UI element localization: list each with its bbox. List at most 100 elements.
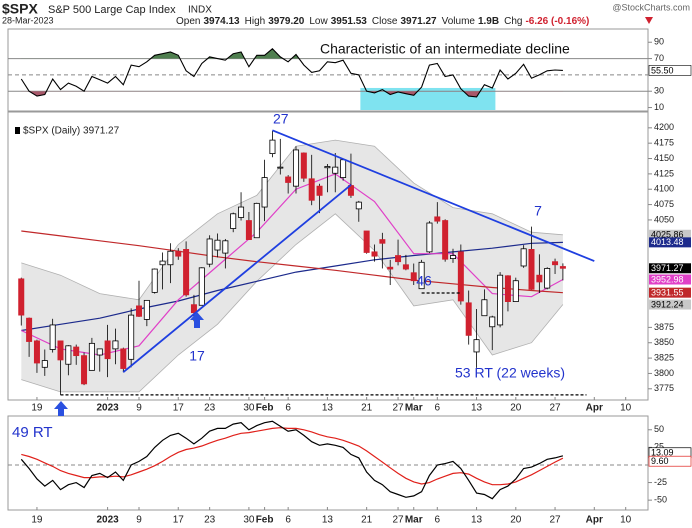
- candle-body: [222, 240, 229, 254]
- exchange: INDX: [188, 5, 212, 16]
- x-tick-label: 9: [136, 515, 142, 526]
- candle-body: [559, 266, 566, 269]
- legend-swatch: [15, 127, 20, 134]
- candle-body: [332, 166, 339, 174]
- close-last-box: [649, 263, 691, 274]
- x-tick-label: 2023: [96, 515, 119, 526]
- y-tick-label: 4050: [654, 214, 674, 224]
- band-upper-last-text: 4025.86: [651, 230, 684, 240]
- x-tick-label: 19: [31, 515, 43, 526]
- ma-last-box: [649, 237, 691, 248]
- candle-body: [449, 255, 456, 260]
- candle-body: [371, 251, 378, 257]
- candle-body: [316, 185, 323, 196]
- candle-body: [497, 274, 504, 326]
- candle-body: [355, 201, 362, 210]
- macd-last-text: 9.60: [651, 456, 669, 466]
- candle-body: [96, 348, 103, 356]
- annotation: 17: [189, 348, 205, 364]
- candle-body: [143, 299, 150, 320]
- quote-label: Chg: [504, 16, 522, 27]
- x-tick-label: 13: [322, 403, 334, 414]
- date: 28-Mar-2023: [2, 15, 54, 25]
- x-tick-label: 9: [136, 403, 142, 414]
- candle-body: [183, 249, 190, 296]
- rsi-panel: [7, 28, 649, 112]
- x-tick-label: 20: [510, 515, 522, 526]
- x-tick-label: 27: [392, 515, 404, 526]
- candle-body: [33, 340, 40, 364]
- candle-body: [26, 317, 33, 342]
- x-tick-label: 6: [435, 403, 441, 414]
- x-tick-label: 20: [510, 403, 522, 414]
- quote-value: 3971.27: [400, 16, 437, 27]
- y-tick-label: 30: [654, 86, 664, 96]
- candle-body: [300, 152, 307, 179]
- candle-body: [473, 339, 480, 353]
- rsi-last-outline: [648, 65, 692, 76]
- y-tick-label: 70: [654, 53, 664, 63]
- candle-body: [324, 166, 331, 169]
- candle-body: [285, 176, 292, 183]
- ma-last-text: 3931.55: [651, 288, 684, 298]
- trendline: [122, 184, 352, 373]
- candle-body: [135, 305, 142, 317]
- candle-body: [65, 345, 72, 365]
- candle-body: [190, 304, 197, 314]
- x-tick-label: 17: [173, 515, 185, 526]
- candle-body: [387, 266, 394, 270]
- x-tick-label: 21: [361, 515, 373, 526]
- y-tick-label: 3775: [654, 383, 674, 393]
- x-tick-label: 23: [204, 403, 216, 414]
- candle-body: [112, 340, 119, 350]
- candle-body: [261, 177, 268, 208]
- candle-body: [120, 348, 127, 369]
- bollinger-lower: [21, 213, 564, 393]
- candle-body: [49, 324, 56, 350]
- macd-last-outline: [648, 455, 692, 467]
- quote-label: Close: [372, 16, 398, 27]
- x-tick-label: Mar: [405, 403, 423, 414]
- down-triangle: [645, 17, 653, 24]
- candle-body: [214, 239, 221, 251]
- x-tick-label: 13: [322, 515, 334, 526]
- x-tick-label: 6: [285, 403, 291, 414]
- y-tick-label: 3850: [654, 337, 674, 347]
- x-tick-label: 27: [549, 403, 561, 414]
- candle-body: [426, 222, 433, 253]
- x-tick-label: 30: [243, 403, 255, 414]
- macd-panel: [7, 415, 649, 511]
- macd-annotation: 49 RT: [12, 424, 53, 441]
- candle-body: [544, 268, 551, 289]
- candle-body: [151, 268, 158, 293]
- x-tick-label: 27: [549, 515, 561, 526]
- candle-body: [512, 280, 519, 302]
- candle-body: [18, 278, 25, 316]
- macd-line: [20, 420, 564, 500]
- candle-body: [434, 216, 441, 222]
- rsi-last-text: 55.50: [651, 65, 674, 75]
- x-tick-label: 6: [285, 515, 291, 526]
- candle-body: [442, 220, 449, 260]
- watermark: @StockCharts.com: [612, 2, 690, 12]
- x-tick-label: 19: [31, 403, 43, 414]
- x-tick-label: Apr: [586, 515, 603, 526]
- quote-label: Open: [176, 16, 200, 27]
- quote-label: Low: [309, 16, 328, 27]
- x-tick-label: 30: [243, 515, 255, 526]
- y-tick-label: 10: [654, 102, 664, 112]
- x-tick-label: 27: [392, 403, 404, 414]
- candle-body: [206, 238, 213, 265]
- legend: $SPX (Daily) 3971.27: [23, 126, 120, 137]
- annotation: 27: [273, 111, 289, 127]
- y-tick-label: 3825: [654, 352, 674, 362]
- candle-body: [167, 250, 174, 266]
- candle-body: [457, 251, 464, 302]
- x-tick-label: Feb: [256, 403, 274, 414]
- x-tick-label: 2023: [96, 403, 119, 414]
- annotation: 53 RT (22 weeks): [455, 365, 565, 381]
- candle-body: [489, 316, 496, 328]
- candle-body: [198, 267, 205, 306]
- candle-body: [104, 340, 111, 360]
